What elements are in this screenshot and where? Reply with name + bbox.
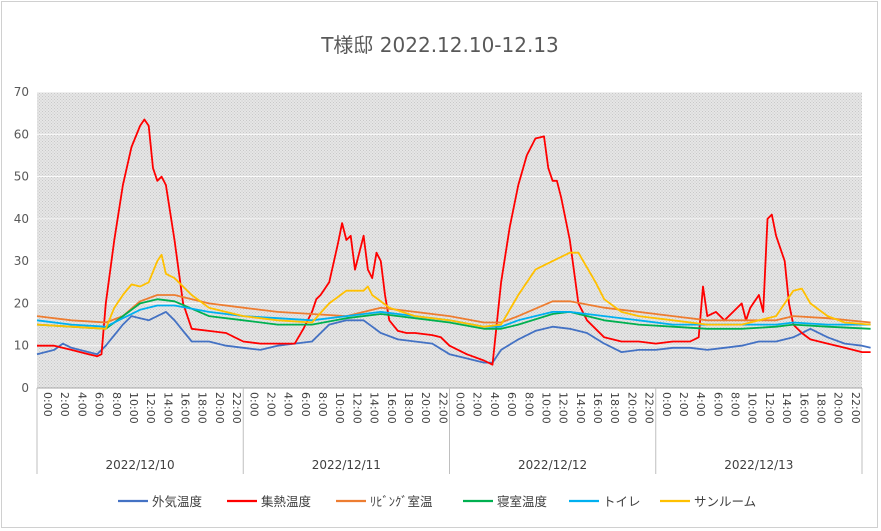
x-tick-label: 14:00 <box>574 392 587 424</box>
x-tick-label: 22:00 <box>849 392 862 424</box>
y-tick-label: 50 <box>14 170 29 184</box>
legend-label: 外気温度 <box>152 494 203 509</box>
x-tick-label: 4:00 <box>694 392 707 417</box>
x-tick-label: 14:00 <box>368 392 381 424</box>
x-tick-label: 2:00 <box>677 392 690 417</box>
x-tick-label: 16:00 <box>179 392 192 424</box>
day-label: 2022/12/12 <box>518 458 587 472</box>
x-tick-label: 8:00 <box>729 392 742 417</box>
x-axis-ticks: 0:00 2:00 4:00 6:00 8:00 10:00 12:00 14:00 16:00… <box>41 392 862 424</box>
x-tick-label: 22:00 <box>230 392 243 424</box>
x-tick-label: 18:00 <box>814 392 827 424</box>
x-tick-label: 22:00 <box>643 392 656 424</box>
x-tick-label: 16:00 <box>797 392 810 424</box>
y-tick-label: 0 <box>21 381 29 395</box>
x-tick-label: 2:00 <box>264 392 277 417</box>
x-tick-label: 6:00 <box>505 392 518 417</box>
x-tick-label: 18:00 <box>196 392 209 424</box>
x-tick-label: 14:00 <box>780 392 793 424</box>
x-tick-label: 8:00 <box>110 392 123 417</box>
x-tick-label: 12:00 <box>557 392 570 424</box>
x-tick-label: 0:00 <box>41 392 54 417</box>
series-line <box>36 311 871 364</box>
plot-area <box>37 92 862 388</box>
day-label: 2022/12/10 <box>106 458 175 472</box>
y-tick-label: 20 <box>14 296 29 310</box>
x-tick-label: 0:00 <box>660 392 673 417</box>
y-tick-label: 10 <box>14 339 29 353</box>
series-line <box>37 118 871 366</box>
y-tick-label: 70 <box>14 85 29 99</box>
x-axis-day-groups: 2022/12/10 2022/12/11 2022/12/12 2022/12/13 <box>36 388 863 474</box>
series-line <box>36 294 871 324</box>
series-lines <box>36 118 871 366</box>
x-tick-label: 18:00 <box>402 392 415 424</box>
x-tick-label: 2:00 <box>58 392 71 417</box>
x-tick-label: 2:00 <box>471 392 484 417</box>
x-tick-label: 20:00 <box>832 392 845 424</box>
x-tick-label: 18:00 <box>608 392 621 424</box>
x-tick-label: 8:00 <box>522 392 535 417</box>
x-tick-label: 10:00 <box>746 392 759 424</box>
gridlines <box>37 91 862 389</box>
x-tick-label: 10:00 <box>539 392 552 424</box>
legend-label: ﾘﾋﾞﾝｸﾞ室温 <box>370 494 433 509</box>
day-label: 2022/12/13 <box>724 458 793 472</box>
x-tick-label: 10:00 <box>333 392 346 424</box>
x-tick-label: 20:00 <box>625 392 638 424</box>
x-tick-label: 14:00 <box>161 392 174 424</box>
x-tick-label: 6:00 <box>711 392 724 417</box>
legend-label: トイレ <box>603 494 641 509</box>
x-tick-label: 0:00 <box>247 392 260 417</box>
series-line <box>36 298 871 330</box>
x-tick-label: 8:00 <box>316 392 329 417</box>
x-tick-label: 10:00 <box>127 392 140 424</box>
x-tick-label: 16:00 <box>385 392 398 424</box>
x-tick-label: 4:00 <box>488 392 501 417</box>
day-label: 2022/12/11 <box>312 458 381 472</box>
y-axis-ticks: 0 10 20 30 40 50 60 70 <box>14 85 29 395</box>
legend: 外気温度 集熱温度 ﾘﾋﾞﾝｸﾞ室温 寝室温度 トイレ サンルーム <box>118 494 756 509</box>
legend-label: 寝室温度 <box>497 494 548 509</box>
x-tick-label: 6:00 <box>93 392 106 417</box>
x-tick-label: 22:00 <box>436 392 449 424</box>
x-tick-label: 16:00 <box>591 392 604 424</box>
x-tick-label: 12:00 <box>763 392 776 424</box>
y-tick-label: 30 <box>14 254 29 268</box>
legend-label: 集熱温度 <box>261 494 312 509</box>
legend-label: サンルーム <box>694 494 756 509</box>
x-tick-label: 4:00 <box>75 392 88 417</box>
x-tick-label: 6:00 <box>299 392 312 417</box>
x-tick-label: 0:00 <box>454 392 467 417</box>
x-tick-label: 4:00 <box>282 392 295 417</box>
x-tick-label: 20:00 <box>213 392 226 424</box>
y-tick-label: 40 <box>14 212 29 226</box>
x-tick-label: 12:00 <box>350 392 363 424</box>
series-line <box>36 251 871 330</box>
chart-title: T様邸 2022.12.10-12.13 <box>320 33 559 57</box>
x-tick-label: 12:00 <box>144 392 157 424</box>
x-tick-label: 20:00 <box>419 392 432 424</box>
y-tick-label: 60 <box>14 127 29 141</box>
